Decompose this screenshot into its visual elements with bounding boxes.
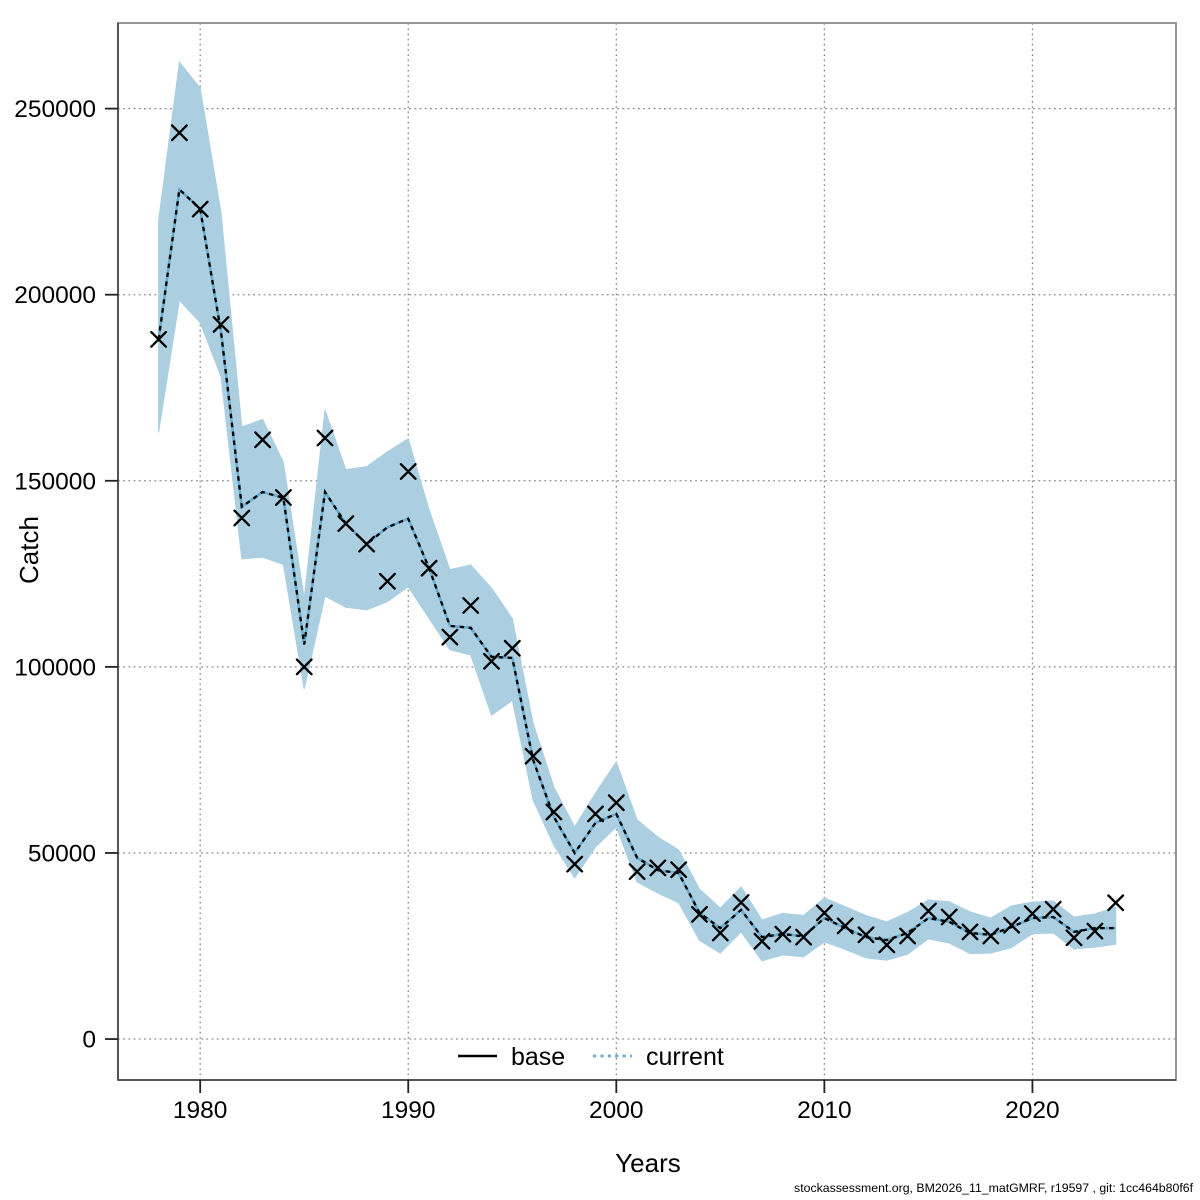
data-layer	[150, 60, 1125, 962]
observed-catch-markers	[150, 124, 1125, 954]
x-axis-title: Years	[615, 1148, 681, 1178]
x-tick-label-1990: 1990	[381, 1097, 436, 1124]
source-caption: stockassessment.org, BM2026_11_matGMRF, …	[794, 1181, 1194, 1195]
x-tick-label-1980: 1980	[173, 1097, 228, 1124]
y-axis-title: Catch	[14, 516, 44, 584]
y-tick-label-0: 0	[82, 1027, 96, 1054]
legend-current-label: current	[646, 1043, 724, 1071]
x-tick-label-2020: 2020	[1005, 1097, 1060, 1124]
confidence-ribbon	[158, 60, 1117, 962]
y-tick-label-150000: 150000	[14, 468, 96, 495]
frame-layer	[105, 22, 1177, 1093]
legend-base-label: base	[511, 1043, 565, 1071]
y-tick-label-200000: 200000	[14, 282, 96, 309]
y-tick-label-50000: 50000	[28, 840, 96, 867]
y-tick-label-250000: 250000	[14, 96, 96, 123]
x-tick-label-2000: 2000	[589, 1097, 644, 1124]
legend: base current	[458, 1043, 724, 1071]
x-tick-label-2010: 2010	[797, 1097, 852, 1124]
tick-labels-layer: 1980 1990 2000 2010 2020 0 50000 100000 150000 20…	[14, 96, 1059, 1124]
y-tick-label-100000: 100000	[14, 654, 96, 681]
current-line-dotted-black	[157, 187, 1116, 942]
